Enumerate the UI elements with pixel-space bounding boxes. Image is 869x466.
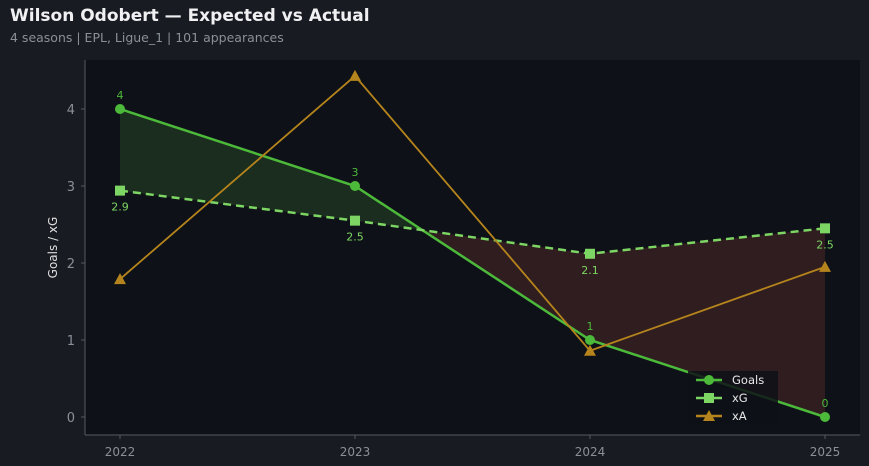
legend-goals-label: Goals xyxy=(732,373,764,387)
y-tick-label: 0 xyxy=(67,411,75,426)
goals-point xyxy=(585,335,595,345)
xg-point xyxy=(115,185,125,196)
xa-point xyxy=(819,260,831,272)
goals-point xyxy=(115,104,125,114)
x-tick-label: 2024 xyxy=(575,445,606,459)
xa-line xyxy=(119,74,826,352)
goals-point xyxy=(820,412,830,422)
underperformance-fill xyxy=(422,228,825,417)
xa-point xyxy=(584,344,596,356)
goals-data-label: 0 xyxy=(822,397,829,410)
xa-point xyxy=(114,273,126,285)
goals-data-label: 4 xyxy=(117,89,124,102)
y-tick-label: 3 xyxy=(67,180,75,195)
y-tick-label: 1 xyxy=(67,334,75,349)
goals-data-label: 1 xyxy=(587,320,594,333)
xg-point xyxy=(350,215,360,226)
overperformance-fill xyxy=(120,109,423,231)
xg-data-label: 2.1 xyxy=(581,264,599,277)
xg-point xyxy=(820,223,830,234)
y-tick-label: 4 xyxy=(67,103,75,118)
xa-point xyxy=(349,69,361,81)
x-tick-label: 2023 xyxy=(340,445,371,459)
y-axis-label: Goals / xG xyxy=(46,217,60,279)
goals-point xyxy=(350,181,360,191)
xg-data-label: 2.9 xyxy=(111,201,129,214)
xg-data-label: 2.5 xyxy=(346,231,364,244)
xg-point xyxy=(585,248,595,259)
x-tick-label: 2022 xyxy=(105,445,136,459)
legend-xa-label: xA xyxy=(732,409,747,423)
xg-data-label: 2.5 xyxy=(816,238,834,251)
legend-xg-marker xyxy=(704,393,714,403)
chart-title: Wilson Odobert — Expected vs Actual xyxy=(10,6,370,26)
goals-data-label: 3 xyxy=(352,166,359,179)
xg-line xyxy=(119,189,826,256)
legend-xa-marker xyxy=(703,410,715,421)
x-tick-label: 2025 xyxy=(810,445,841,459)
legend-goals-marker xyxy=(704,375,714,385)
legend-xg-label: xG xyxy=(732,391,748,405)
y-tick-label: 2 xyxy=(67,257,75,272)
chart-subtitle: 4 seasons | EPL, Ligue_1 | 101 appearanc… xyxy=(10,30,284,45)
